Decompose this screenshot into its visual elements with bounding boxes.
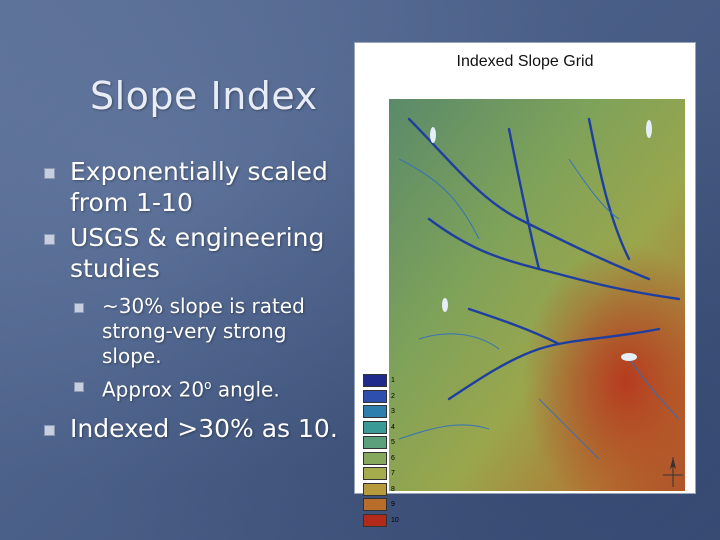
legend-row: 8	[363, 482, 403, 498]
sub-bullet-item: Approx 20o angle.	[74, 373, 344, 403]
legend-row: 5	[363, 435, 403, 451]
legend-label: 1	[391, 377, 395, 385]
north-arrow-icon	[663, 457, 683, 487]
legend-swatch	[363, 513, 387, 527]
legend-swatch	[363, 482, 387, 496]
bullet-item: Exponentially scaled from 1-10	[44, 156, 344, 218]
sub-bullet-list: ~30% slope is rated strong-very strong s…	[44, 294, 344, 403]
bullet-square-icon	[44, 168, 55, 179]
legend-row: 2	[363, 389, 403, 405]
sub-bullet-text: Approx 20	[102, 377, 205, 402]
legend-swatch	[363, 467, 387, 481]
slide-title: Slope Index	[90, 74, 318, 118]
legend-swatch	[363, 374, 387, 388]
slope-map-figure: Indexed Slope Grid	[354, 42, 696, 527]
bullet-square-icon	[44, 234, 55, 245]
legend-row: 3	[363, 404, 403, 420]
legend-label: 6	[391, 454, 395, 462]
bullet-item: Indexed >30% as 10.	[44, 413, 344, 444]
bullet-text: Indexed >30% as 10.	[70, 413, 338, 443]
legend-swatch	[363, 436, 387, 450]
bullet-square-icon	[44, 424, 55, 436]
sub-bullet-suffix: angle.	[211, 377, 280, 402]
legend-row: 6	[363, 451, 403, 467]
bullet-text: Exponentially scaled from 1-10	[70, 157, 328, 217]
degree-symbol: o	[204, 378, 212, 392]
legend-row: 7	[363, 466, 403, 482]
legend-label: 10	[391, 516, 399, 524]
legend-label: 3	[391, 408, 395, 416]
bullet-text: USGS & engineering studies	[70, 223, 325, 283]
slope-grid-map-image	[389, 99, 685, 491]
bullet-item: USGS & engineering studies	[44, 222, 344, 284]
legend-row: 9	[363, 497, 403, 513]
legend-swatch	[363, 405, 387, 419]
map-legend: 1 2 3 4 5 6 7	[363, 373, 403, 528]
legend-label: 8	[391, 485, 395, 493]
sub-bullet-text: ~30% slope is rated strong-very strong s…	[102, 294, 305, 368]
bullet-list: Exponentially scaled from 1-10 USGS & en…	[44, 156, 344, 448]
legend-label: 5	[391, 439, 395, 447]
legend-swatch	[363, 389, 387, 403]
legend-row: 4	[363, 420, 403, 436]
legend-swatch	[363, 498, 387, 512]
sub-bullet-item: ~30% slope is rated strong-very strong s…	[74, 294, 344, 369]
legend-swatch	[363, 420, 387, 434]
bullet-square-icon	[74, 382, 84, 392]
legend-row: 1	[363, 373, 403, 389]
legend-label: 2	[391, 392, 395, 400]
map-title: Indexed Slope Grid	[456, 53, 594, 70]
legend-label: 9	[391, 501, 395, 509]
legend-label: 7	[391, 470, 395, 478]
legend-row: 10	[363, 513, 403, 529]
legend-label: 4	[391, 423, 395, 431]
legend-swatch	[363, 451, 387, 465]
bullet-square-icon	[74, 303, 84, 313]
